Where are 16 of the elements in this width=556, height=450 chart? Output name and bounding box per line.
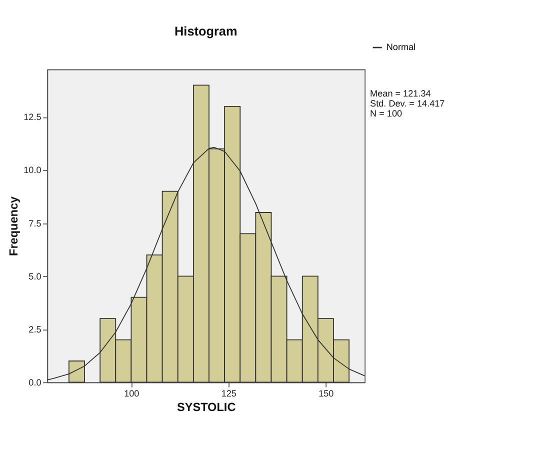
text: N = 100 (370, 108, 402, 118)
x-tick-label: 125 (221, 388, 236, 398)
y-tick-label: 2.5 (28, 324, 42, 334)
y-tick-label: 7.5 (28, 218, 42, 228)
y-tick-label: 5.0 (28, 271, 42, 282)
chart-title: Histogram (174, 24, 238, 39)
y-tick-label: 10.0 (24, 165, 42, 176)
text: Mean = 121.34 (370, 88, 431, 99)
legend-label: Normal (386, 42, 416, 52)
text: Std. Dev. = 14.417 (370, 98, 445, 108)
x-tick-label: 100 (124, 388, 140, 398)
y-tick-label: 12.5 (24, 112, 42, 122)
y-tick-label: 0.0 (28, 377, 42, 388)
x-axis-title: SYSTOLIC (176, 400, 236, 414)
y-axis-title: Frequency (7, 196, 20, 256)
x-tick-label: 150 (318, 388, 334, 398)
